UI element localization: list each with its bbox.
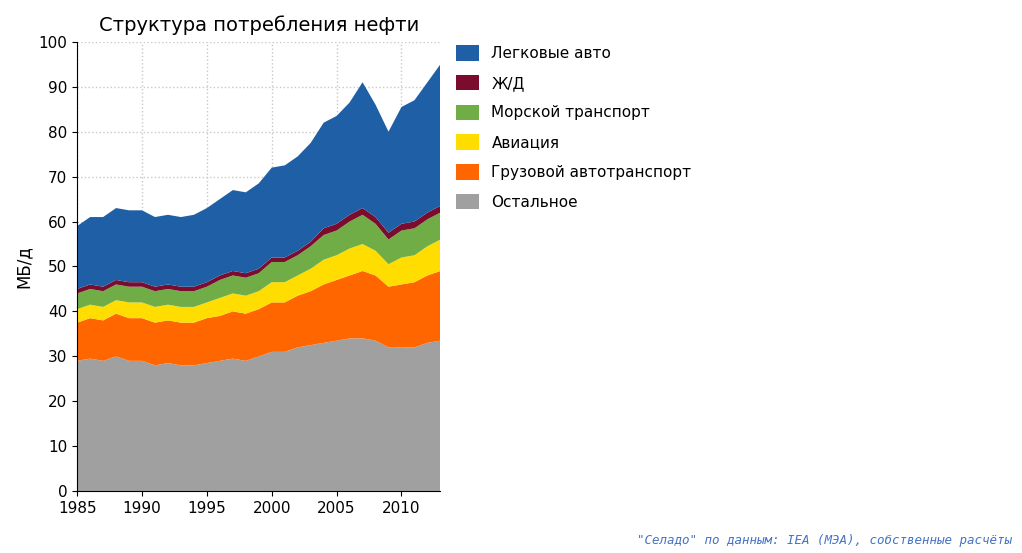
Legend: Легковые авто, Ж/Д, Морской транспорт, Авиация, Грузовой автотранспорт, Остально: Легковые авто, Ж/Д, Морской транспорт, А… [452,40,696,214]
Text: "Селадо" по данным: IEA (МЭА), собственные расчёты: "Селадо" по данным: IEA (МЭА), собственн… [637,534,1012,547]
Title: Структура потребления нефти: Структура потребления нефти [99,15,419,35]
Y-axis label: МБ/д: МБ/д [15,245,33,288]
